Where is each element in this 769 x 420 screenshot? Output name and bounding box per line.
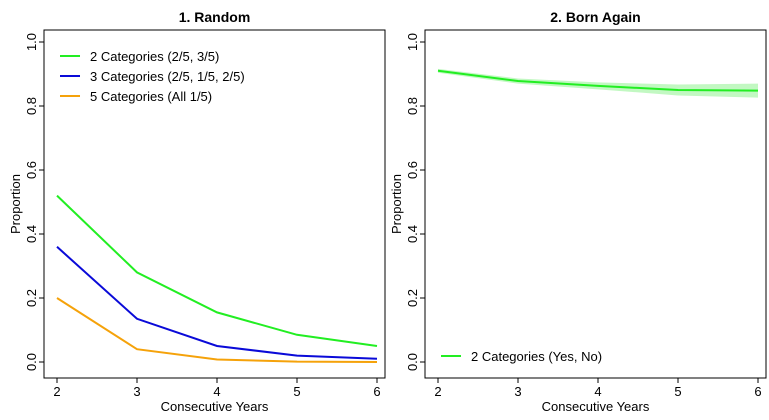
series-line <box>56 194 378 347</box>
y-tick-label: 0.0 <box>24 353 39 371</box>
series-line <box>56 297 378 363</box>
x-tick-label: 4 <box>213 384 220 399</box>
plot-frame <box>43 29 386 379</box>
x-tick-label: 6 <box>373 384 380 399</box>
y-tick-label: 0.6 <box>405 161 420 179</box>
x-tick-label: 3 <box>133 384 140 399</box>
panel-title: 2. Born Again <box>550 9 641 25</box>
panel-born-again: 2. Born Again 2 3 4 5 6 Consecutive Years 0.0 0.… <box>389 9 767 414</box>
legend-entry: 3 Categories (2/5, 1/5, 2/5) <box>90 69 245 84</box>
x-tick-label: 3 <box>514 384 521 399</box>
plot-frame <box>424 29 767 379</box>
panel-title: 1. Random <box>179 9 251 25</box>
x-tick-label: 2 <box>434 384 441 399</box>
legend-entry: 2 Categories (2/5, 3/5) <box>90 49 219 64</box>
y-tick-label: 0.8 <box>405 97 420 115</box>
y-axis-label: Proportion <box>8 174 23 234</box>
x-axis-label: Consecutive Years <box>542 399 650 414</box>
x-axis-label: Consecutive Years <box>161 399 269 414</box>
series-line <box>56 246 378 360</box>
y-tick-label: 0.2 <box>405 289 420 307</box>
confidence-band <box>438 68 758 98</box>
y-tick-label: 0.4 <box>405 225 420 243</box>
y-axis-label: Proportion <box>389 174 404 234</box>
x-tick-label: 2 <box>53 384 60 399</box>
y-tick-label: 0.8 <box>24 97 39 115</box>
y-tick-label: 0.6 <box>24 161 39 179</box>
x-tick-label: 5 <box>674 384 681 399</box>
legend-entry: 2 Categories (Yes, No) <box>471 349 602 364</box>
y-tick-label: 1.0 <box>24 33 39 51</box>
y-tick-label: 0.2 <box>24 289 39 307</box>
x-tick-label: 6 <box>754 384 761 399</box>
y-tick-label: 1.0 <box>405 33 420 51</box>
x-tick-label: 5 <box>293 384 300 399</box>
y-tick-label: 0.4 <box>24 225 39 243</box>
x-tick-label: 4 <box>594 384 601 399</box>
legend-entry: 5 Categories (All 1/5) <box>90 89 212 104</box>
y-tick-label: 0.0 <box>405 353 420 371</box>
panel-random: 1. Random 2 3 4 5 6 Consecutive Years 0.0 0.2 0.4… <box>8 9 386 414</box>
